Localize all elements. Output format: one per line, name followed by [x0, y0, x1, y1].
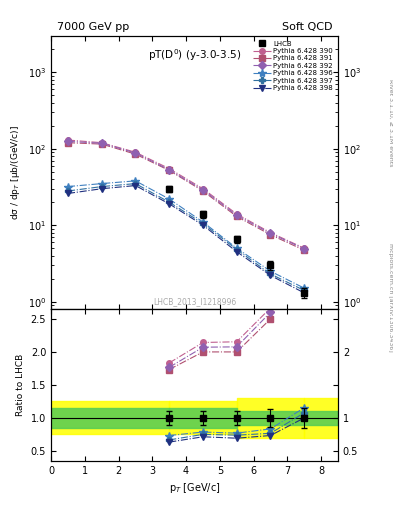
Pythia 6.428 392 — [167, 167, 172, 173]
Pythia 6.428 397 — [99, 183, 104, 189]
Pythia 6.428 391 — [200, 188, 205, 194]
Pythia 6.428 396 — [133, 178, 138, 184]
Text: Rivet 3.1.10, ≥ 3.1M events: Rivet 3.1.10, ≥ 3.1M events — [388, 79, 393, 166]
Pythia 6.428 392 — [99, 140, 104, 146]
Line: Pythia 6.428 392: Pythia 6.428 392 — [65, 139, 307, 251]
Text: pT(D$^0$) (y-3.0-3.5): pT(D$^0$) (y-3.0-3.5) — [148, 47, 241, 62]
Pythia 6.428 390 — [66, 137, 70, 143]
Line: Pythia 6.428 397: Pythia 6.428 397 — [64, 180, 308, 294]
Pythia 6.428 397 — [133, 181, 138, 187]
Pythia 6.428 392 — [234, 212, 239, 218]
Pythia 6.428 396 — [302, 285, 307, 291]
Pythia 6.428 392 — [200, 187, 205, 193]
Pythia 6.428 392 — [66, 138, 70, 144]
Pythia 6.428 398 — [167, 201, 172, 207]
Text: mcplots.cern.ch [arXiv:1306.3436]: mcplots.cern.ch [arXiv:1306.3436] — [388, 243, 393, 351]
Pythia 6.428 396 — [234, 245, 239, 251]
Pythia 6.428 397 — [268, 271, 273, 277]
Pythia 6.428 396 — [167, 196, 172, 202]
Pythia 6.428 396 — [200, 219, 205, 225]
Text: LHCB_2013_I1218996: LHCB_2013_I1218996 — [153, 297, 236, 306]
Y-axis label: Ratio to LHCB: Ratio to LHCB — [16, 354, 25, 416]
Pythia 6.428 390 — [200, 186, 205, 192]
Pythia 6.428 390 — [302, 245, 307, 251]
Pythia 6.428 391 — [302, 247, 307, 253]
Pythia 6.428 390 — [133, 149, 138, 155]
Pythia 6.428 390 — [167, 165, 172, 172]
Pythia 6.428 396 — [268, 268, 273, 274]
Y-axis label: dσ / dp$_T$ [μb/(GeV/c)]: dσ / dp$_T$ [μb/(GeV/c)] — [9, 125, 22, 220]
Pythia 6.428 391 — [99, 141, 104, 147]
Line: Pythia 6.428 396: Pythia 6.428 396 — [64, 177, 309, 292]
Pythia 6.428 398 — [234, 249, 239, 255]
Pythia 6.428 397 — [167, 199, 172, 205]
Text: Soft QCD: Soft QCD — [282, 22, 332, 32]
Pythia 6.428 397 — [302, 287, 307, 293]
Legend: LHCB, Pythia 6.428 390, Pythia 6.428 391, Pythia 6.428 392, Pythia 6.428 396, Py: LHCB, Pythia 6.428 390, Pythia 6.428 391… — [252, 39, 334, 93]
Pythia 6.428 398 — [302, 290, 307, 296]
Pythia 6.428 391 — [66, 140, 70, 146]
Pythia 6.428 397 — [234, 246, 239, 252]
Pythia 6.428 391 — [167, 167, 172, 174]
Line: Pythia 6.428 391: Pythia 6.428 391 — [65, 140, 307, 253]
Pythia 6.428 398 — [200, 222, 205, 228]
Pythia 6.428 398 — [66, 190, 70, 197]
Pythia 6.428 390 — [99, 140, 104, 146]
Pythia 6.428 392 — [133, 150, 138, 156]
Pythia 6.428 392 — [302, 246, 307, 252]
Pythia 6.428 390 — [234, 211, 239, 217]
Pythia 6.428 397 — [66, 188, 70, 194]
Pythia 6.428 398 — [99, 186, 104, 192]
Line: Pythia 6.428 390: Pythia 6.428 390 — [65, 137, 307, 251]
Pythia 6.428 396 — [99, 181, 104, 187]
Pythia 6.428 397 — [200, 221, 205, 227]
Pythia 6.428 396 — [66, 183, 70, 189]
Pythia 6.428 398 — [268, 272, 273, 279]
Pythia 6.428 391 — [234, 214, 239, 220]
Line: Pythia 6.428 398: Pythia 6.428 398 — [64, 182, 308, 296]
Pythia 6.428 391 — [133, 151, 138, 157]
X-axis label: p$_T$ [GeV/c]: p$_T$ [GeV/c] — [169, 481, 220, 495]
Pythia 6.428 390 — [268, 229, 273, 236]
Pythia 6.428 398 — [133, 182, 138, 188]
Pythia 6.428 391 — [268, 231, 273, 238]
Text: 7000 GeV pp: 7000 GeV pp — [57, 22, 129, 32]
Pythia 6.428 392 — [268, 230, 273, 237]
